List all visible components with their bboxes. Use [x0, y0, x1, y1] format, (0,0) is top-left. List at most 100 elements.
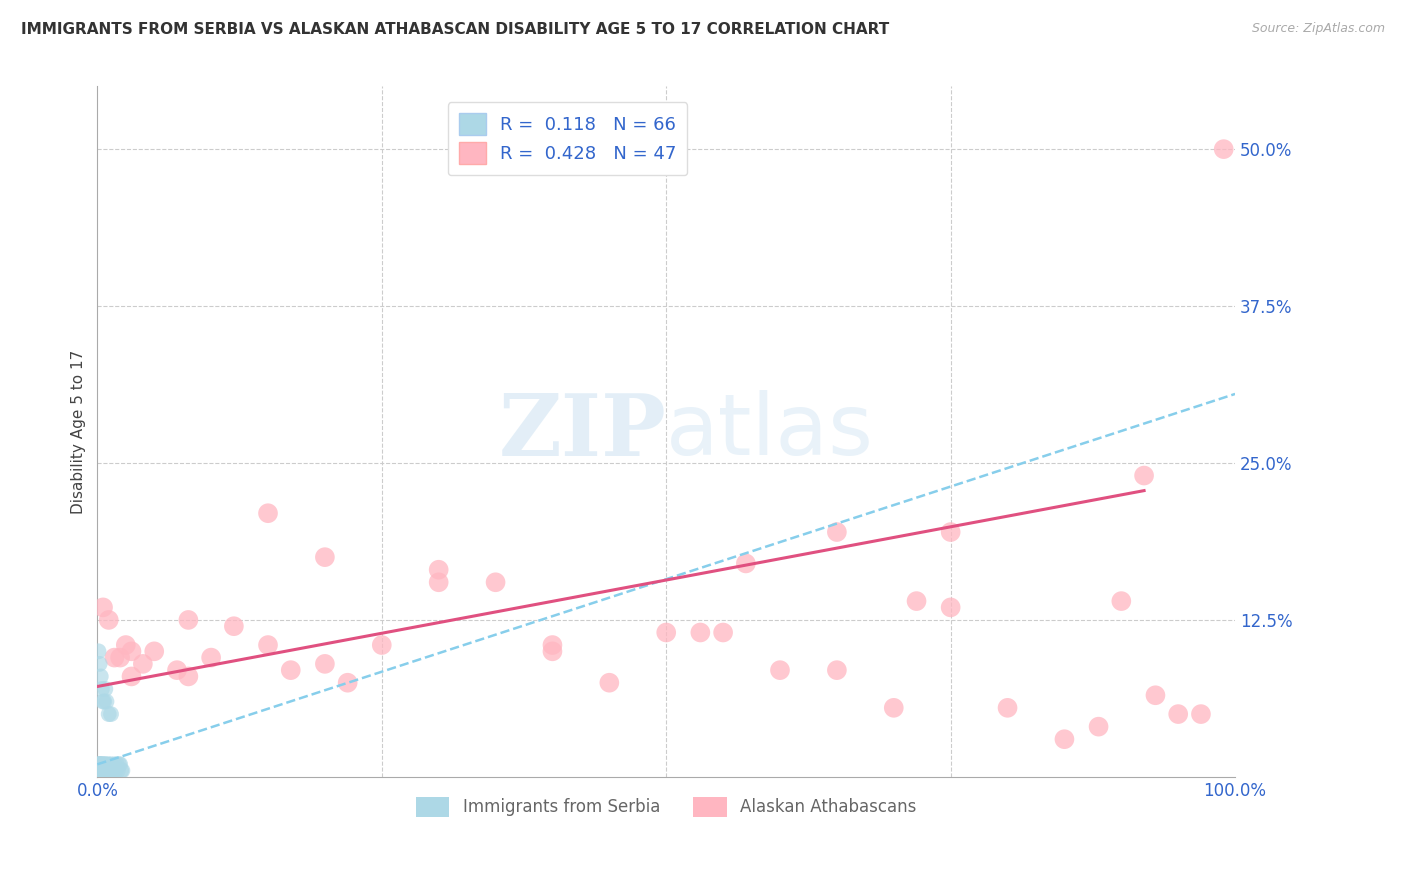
Point [939, 524, 962, 539]
Point [143, 644, 166, 658]
Point [371, 638, 394, 652]
Point [257, 506, 280, 520]
Point [89, 657, 111, 671]
Point [91, 600, 114, 615]
Point [105, 757, 128, 772]
Point [87, 644, 110, 658]
Point [94, 757, 117, 772]
Point [96, 694, 118, 708]
Point [94, 681, 117, 696]
Point [90, 757, 112, 772]
Point [90, 770, 112, 784]
Point [222, 619, 245, 633]
Point [103, 757, 125, 772]
Point [108, 757, 131, 772]
Point [93, 694, 115, 708]
Point [97, 770, 120, 784]
Point [98, 764, 121, 778]
Point [1133, 468, 1156, 483]
Point [89, 757, 111, 772]
Point [89, 764, 111, 778]
Point [1053, 732, 1076, 747]
Point [93, 770, 115, 784]
Point [93, 764, 115, 778]
Point [734, 557, 756, 571]
Point [90, 764, 112, 778]
Point [87, 764, 110, 778]
Point [427, 575, 450, 590]
Point [97, 764, 120, 778]
Point [200, 650, 222, 665]
Point [711, 625, 734, 640]
Point [110, 764, 132, 778]
Point [1167, 707, 1189, 722]
Point [336, 675, 359, 690]
Point [90, 770, 112, 784]
Point [132, 657, 155, 671]
Point [121, 644, 143, 658]
Point [97, 757, 120, 772]
Point [104, 764, 127, 778]
Point [89, 770, 111, 784]
Point [314, 657, 336, 671]
Point [97, 764, 120, 778]
Point [825, 524, 848, 539]
Text: ZIP: ZIP [499, 390, 666, 474]
Point [1144, 688, 1167, 702]
Point [87, 757, 110, 772]
Point [87, 770, 110, 784]
Point [91, 764, 114, 778]
Text: atlas: atlas [666, 390, 875, 473]
Legend: Immigrants from Serbia, Alaskan Athabascans: Immigrants from Serbia, Alaskan Athabasc… [409, 790, 924, 824]
Point [689, 625, 711, 640]
Point [1087, 720, 1109, 734]
Point [90, 669, 112, 683]
Point [997, 701, 1019, 715]
Point [598, 675, 620, 690]
Point [91, 770, 114, 784]
Point [114, 638, 136, 652]
Text: IMMIGRANTS FROM SERBIA VS ALASKAN ATHABASCAN DISABILITY AGE 5 TO 17 CORRELATION : IMMIGRANTS FROM SERBIA VS ALASKAN ATHABA… [21, 22, 890, 37]
Point [655, 625, 678, 640]
Point [90, 681, 112, 696]
Point [89, 757, 111, 772]
Point [87, 764, 110, 778]
Point [94, 764, 117, 778]
Point [108, 757, 131, 772]
Point [89, 770, 111, 784]
Point [1212, 142, 1234, 156]
Y-axis label: Disability Age 5 to 17: Disability Age 5 to 17 [72, 350, 86, 514]
Point [314, 550, 336, 565]
Point [280, 663, 302, 677]
Point [257, 638, 280, 652]
Point [89, 770, 111, 784]
Point [825, 663, 848, 677]
Point [87, 757, 110, 772]
Point [121, 669, 143, 683]
Point [108, 650, 131, 665]
Point [91, 694, 114, 708]
Point [90, 770, 112, 784]
Point [541, 644, 564, 658]
Point [89, 764, 111, 778]
Point [883, 701, 905, 715]
Point [107, 764, 129, 778]
Point [91, 764, 114, 778]
Point [90, 757, 112, 772]
Point [90, 757, 112, 772]
Point [90, 764, 112, 778]
Point [103, 650, 125, 665]
Point [100, 757, 122, 772]
Point [91, 757, 114, 772]
Point [101, 764, 124, 778]
Point [177, 613, 200, 627]
Point [427, 563, 450, 577]
Point [89, 764, 111, 778]
Point [87, 770, 110, 784]
Point [769, 663, 792, 677]
Point [96, 764, 118, 778]
Point [103, 764, 125, 778]
Point [90, 764, 112, 778]
Point [541, 638, 564, 652]
Point [939, 600, 962, 615]
